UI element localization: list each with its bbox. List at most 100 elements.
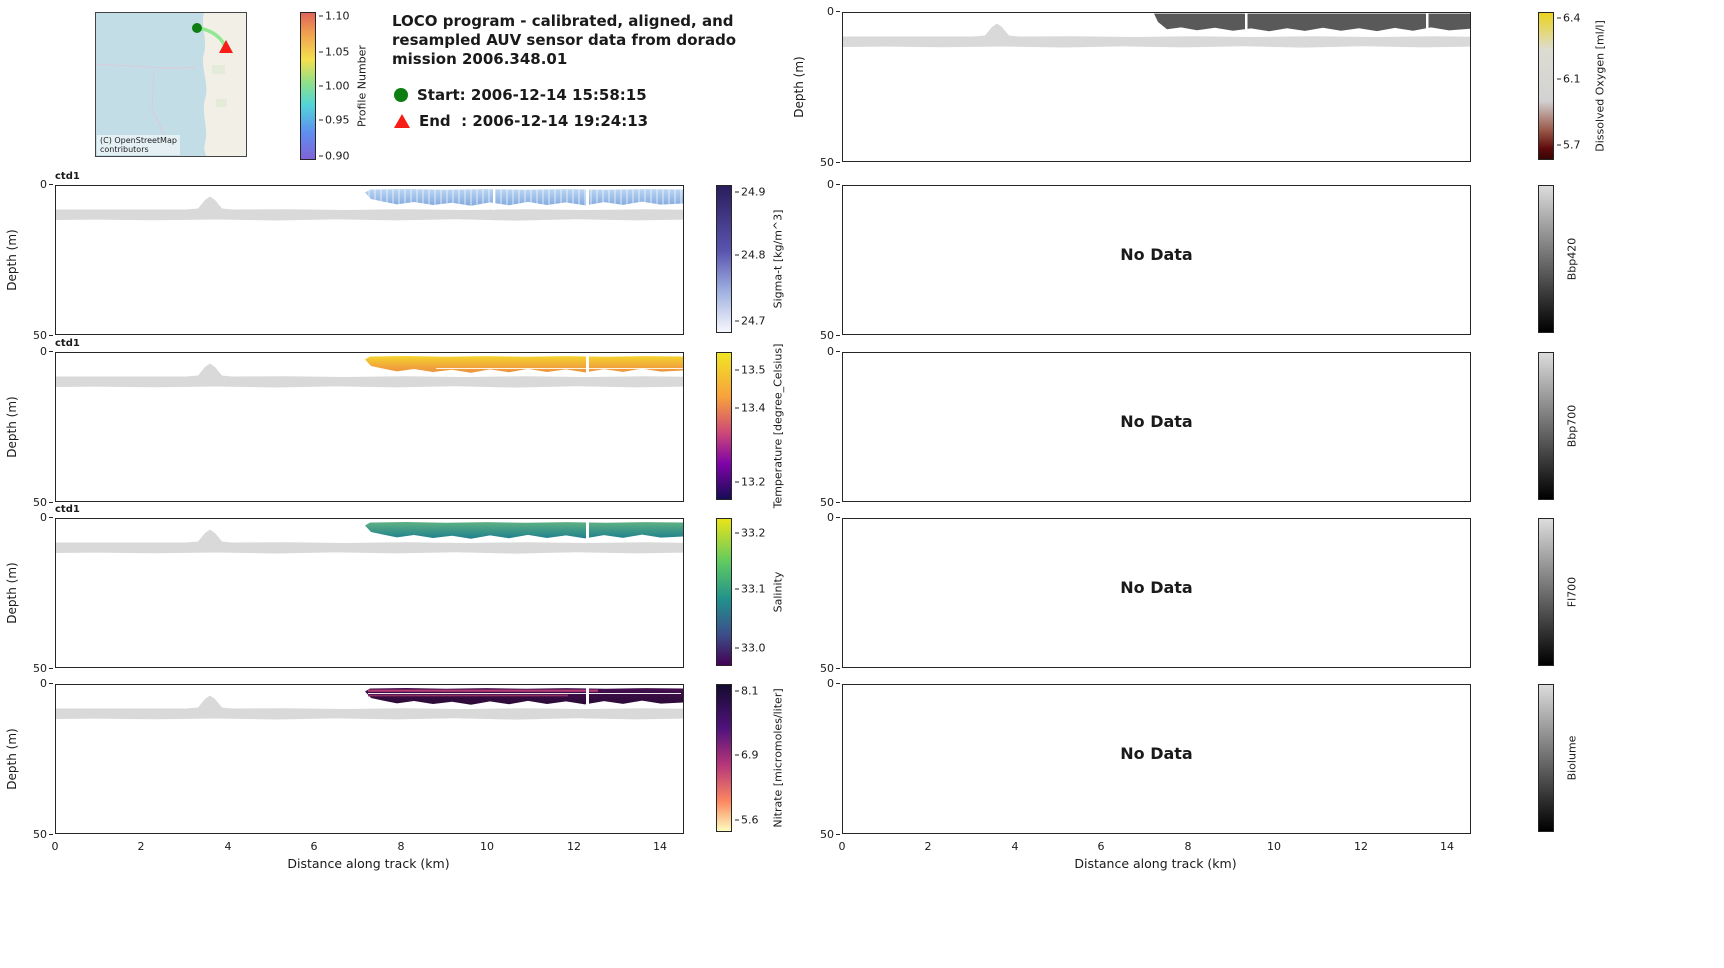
y-tick-top: 0	[827, 178, 843, 191]
colorbar-tick: 33.1	[735, 583, 766, 596]
colorbar-label: Bbp700	[1565, 404, 1579, 448]
map-boundary-line	[95, 64, 197, 69]
panel-dissolved-oxygen: 0 50 Depth (m)	[792, 5, 1471, 169]
x-tick: 0	[838, 840, 846, 853]
colorbar-bar	[716, 185, 732, 333]
y-tick-top: 0	[827, 5, 843, 18]
y-tick-bottom: 50	[33, 496, 56, 509]
profile-number-colorbar-bar	[300, 12, 316, 160]
y-tick-bottom: 50	[820, 329, 843, 342]
data-gap	[586, 353, 589, 377]
instrument-tag: ctd1	[55, 171, 80, 182]
legend-end-label: End : 2006-12-14 19:24:13	[419, 112, 649, 130]
y-tick-bottom: 50	[820, 828, 843, 841]
x-axis-left: 0 2 4 6 8 10 12 14	[52, 836, 682, 854]
panel-fl700: 0 50 No Data	[820, 511, 1471, 675]
y-tick-top: 0	[40, 511, 56, 524]
x-tick: 4	[224, 840, 232, 853]
panel-bbp700: 0 50 No Data	[820, 345, 1471, 509]
colorbar-label: Salinity	[771, 571, 785, 613]
colorbar-label: Sigma-t [kg/m^3]	[771, 209, 785, 309]
data-gap	[436, 368, 683, 369]
no-data-message: No Data	[1120, 245, 1193, 265]
no-data-message: No Data	[1120, 744, 1193, 764]
start-marker-icon	[394, 88, 408, 102]
colorbar-tick: 5.6	[735, 814, 759, 827]
y-tick-bottom: 50	[33, 662, 56, 675]
colorbar-biolume: Biolume	[1538, 684, 1648, 832]
colorbar-tick: 8.1	[735, 685, 759, 698]
x-tick: 14	[1440, 840, 1454, 853]
colorbar-tick: 24.7	[735, 315, 766, 328]
map-attribution-line2: contributors	[100, 144, 149, 154]
colorbar-label: Dissolved Oxygen [ml/l]	[1593, 20, 1607, 152]
salinity-heatmap	[56, 519, 683, 554]
colorbar-label: Profile Number	[355, 45, 369, 127]
y-tick-top: 0	[40, 677, 56, 690]
colorbar-bar	[716, 352, 732, 500]
dissolved-oxygen-heatmap	[843, 13, 1470, 48]
colorbar-tick: 13.5	[735, 363, 766, 376]
colorbar-nitrate: 8.1 6.9 5.6 Nitrate [micromoles/liter]	[716, 684, 826, 832]
data-gap	[586, 519, 589, 543]
colorbar-bar	[1538, 518, 1554, 666]
colorbar-salinity: 33.2 33.1 33.0 Salinity	[716, 518, 826, 666]
nitrate-streak	[368, 693, 681, 694]
colorbar-tick: 5.7	[1557, 139, 1581, 152]
nitrate-heatmap	[56, 685, 683, 720]
temperature-heatmap	[56, 353, 683, 388]
map-inset: (C) OpenStreetMap contributors	[95, 12, 247, 157]
nitrate-streak	[368, 689, 598, 692]
data-gap	[586, 186, 589, 210]
profile-number-colorbar: 1.10 1.05 1.00 0.95 0.90 Profile Number	[300, 10, 410, 162]
instrument-tag: ctd1	[55, 504, 80, 515]
y-tick-top: 0	[40, 345, 56, 358]
colorbar-dissolved-oxygen: 6.4 6.1 5.7 Dissolved Oxygen [ml/l]	[1538, 11, 1648, 160]
colorbar-temperature: 13.5 13.4 13.2 Temperature [degree_Celsi…	[716, 344, 826, 508]
x-tick: 12	[1354, 840, 1368, 853]
colorbar-label: Biolume	[1565, 735, 1579, 781]
map-land	[202, 13, 246, 156]
colorbar-label: Bbp420	[1565, 237, 1579, 281]
colorbar-tick: 0.95	[319, 114, 350, 127]
x-tick: 10	[480, 840, 494, 853]
oxygen-data-band	[1154, 13, 1470, 32]
colorbar-tick: 13.2	[735, 476, 766, 489]
y-tick-bottom: 50	[820, 662, 843, 675]
colorbar-bar	[1538, 684, 1554, 832]
x-axis-label-right: Distance along track (km)	[1074, 856, 1237, 871]
y-tick-top: 0	[827, 511, 843, 524]
map-green-area	[216, 99, 227, 107]
y-axis-label: Depth (m)	[5, 728, 19, 790]
colorbar-tick: 1.05	[319, 45, 350, 58]
colorbar-label: Nitrate [micromoles/liter]	[771, 688, 785, 828]
map-attribution: (C) OpenStreetMap contributors	[97, 134, 180, 155]
colorbar-bar	[716, 684, 732, 832]
map-start-marker-icon	[192, 23, 202, 33]
y-tick-bottom: 50	[33, 329, 56, 342]
data-gap	[493, 186, 495, 210]
x-axis-right: 0 2 4 6 8 10 12 14	[838, 836, 1469, 854]
panel-nitrate: 0 50 Depth (m)	[5, 677, 684, 841]
legend-end: End : 2006-12-14 19:24:13	[394, 112, 648, 130]
colorbar-bar	[1538, 352, 1554, 500]
colorbar-tick: 24.8	[735, 248, 766, 261]
y-tick-top: 0	[827, 677, 843, 690]
y-tick-top: 0	[827, 345, 843, 358]
colorbar-sigma-t: 24.9 24.8 24.7 Sigma-t [kg/m^3]	[716, 185, 826, 333]
x-tick: 10	[1267, 840, 1281, 853]
legend-start: Start: 2006-12-14 15:58:15	[394, 86, 647, 104]
colorbar-fl700: Fl700	[1538, 518, 1648, 666]
panel-sigma-t: ctd1 0 50 Depth (m)	[5, 171, 684, 342]
colorbar-bbp420: Bbp420	[1538, 185, 1648, 333]
colorbar-tick: 6.1	[1557, 72, 1581, 85]
colorbar-tick: 33.2	[735, 526, 766, 539]
map-attribution-line1: (C) OpenStreetMap	[100, 135, 177, 145]
legend-start-label: Start: 2006-12-14 15:58:15	[417, 86, 647, 104]
y-tick-bottom: 50	[820, 496, 843, 509]
map-end-marker-icon	[219, 40, 233, 53]
data-gap	[1426, 13, 1429, 33]
colorbar-tick: 33.0	[735, 642, 766, 655]
y-axis-label: Depth (m)	[5, 229, 19, 291]
map-graphic	[95, 13, 246, 156]
